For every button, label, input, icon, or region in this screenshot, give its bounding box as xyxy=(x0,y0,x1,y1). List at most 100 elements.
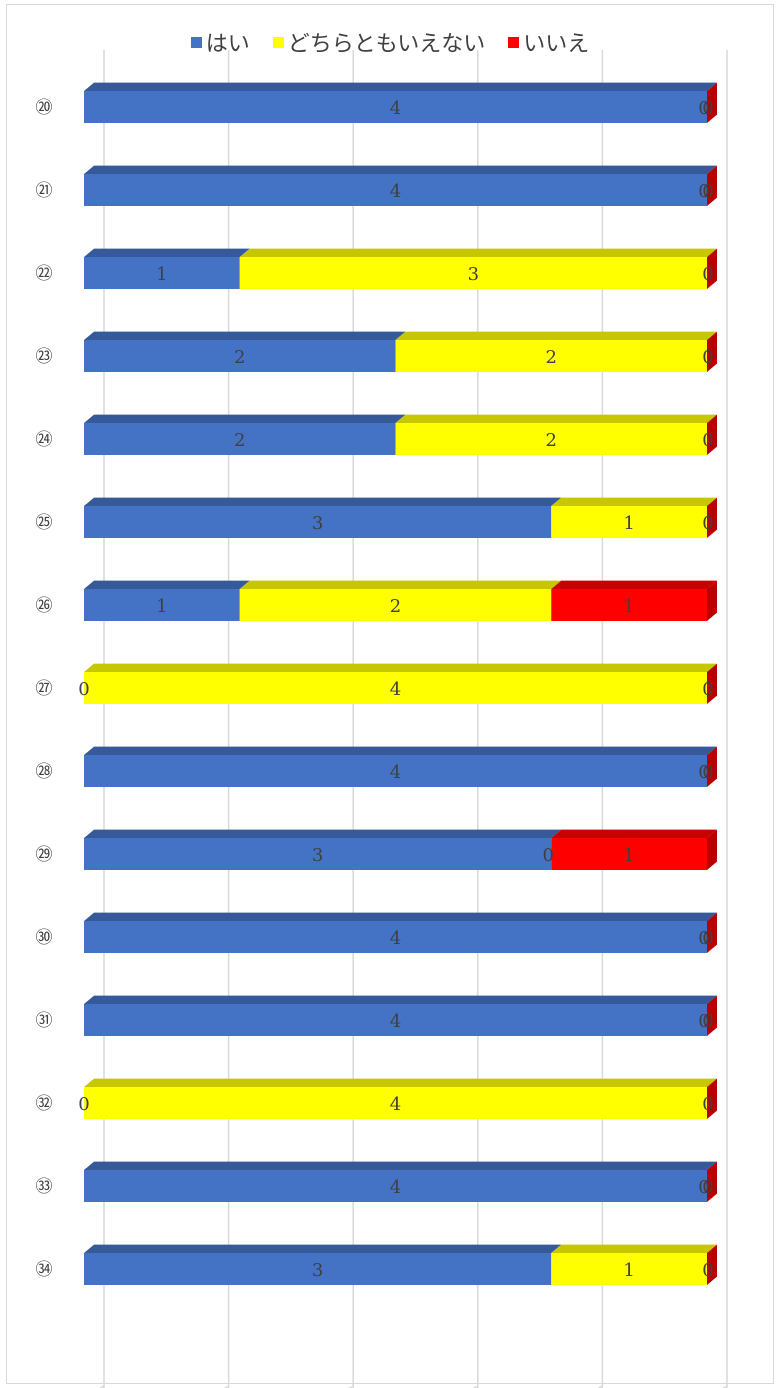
legend-swatch-yes xyxy=(190,36,202,48)
category-label: ㉞ xyxy=(36,1260,53,1280)
category-label: ㉔ xyxy=(36,430,53,450)
bar-segment xyxy=(84,423,396,455)
data-label: 1 xyxy=(623,596,634,617)
category-label: ㉘ xyxy=(36,762,53,782)
bar-segment-top xyxy=(84,248,250,257)
data-label: 2 xyxy=(234,347,245,368)
data-label: 3 xyxy=(312,1260,323,1281)
data-label: 4 xyxy=(390,181,401,202)
bar-end-cap xyxy=(707,497,717,538)
data-label: 1 xyxy=(623,513,634,534)
data-label: 0 xyxy=(702,513,713,534)
bar-segment xyxy=(84,838,552,870)
data-label: 1 xyxy=(156,596,167,617)
bar-segment-top xyxy=(84,829,562,838)
bar-segment xyxy=(551,1253,707,1285)
bar-segment-top xyxy=(84,82,717,91)
bar-segment xyxy=(239,257,707,289)
bar-segment xyxy=(395,423,707,455)
data-label: 1 xyxy=(623,1260,634,1281)
data-label: 0 xyxy=(78,679,89,700)
data-label: 2 xyxy=(546,347,557,368)
data-label: 0 xyxy=(698,98,709,119)
bar-segment xyxy=(84,1087,707,1119)
category-label: ㉕ xyxy=(36,513,53,533)
bar-segment xyxy=(84,755,707,787)
data-label: 2 xyxy=(390,596,401,617)
data-label: 4 xyxy=(390,679,401,700)
data-label: 3 xyxy=(468,264,479,285)
data-label: 4 xyxy=(390,1094,401,1115)
legend-item-neutral: どちらともいえない xyxy=(272,26,486,58)
bar-end-cap xyxy=(707,995,717,1036)
bar-segment xyxy=(84,1253,552,1285)
bar-segment xyxy=(239,589,552,621)
data-label: 3 xyxy=(312,845,323,866)
bar-end-cap xyxy=(707,1078,717,1119)
data-label: 0 xyxy=(698,1011,709,1032)
bar-segment xyxy=(84,506,552,538)
bar-end-cap xyxy=(707,248,717,289)
data-label: 0 xyxy=(702,347,713,368)
bar-segment-top xyxy=(551,1244,717,1253)
bar-segment-top xyxy=(84,912,717,921)
data-label: 2 xyxy=(546,430,557,451)
legend-item-no: いいえ xyxy=(508,26,589,58)
bar-segment-top xyxy=(84,414,406,423)
bar-segment-top xyxy=(84,663,717,672)
bar-end-cap xyxy=(707,663,717,704)
data-label: 0 xyxy=(702,928,713,949)
bar-segment xyxy=(84,174,707,206)
bar-segment xyxy=(84,340,396,372)
bar-segment-top xyxy=(84,497,562,506)
data-label: 0 xyxy=(698,928,709,949)
category-label: ㉚ xyxy=(36,928,53,948)
data-label: 0 xyxy=(702,1094,713,1115)
bar-segment-top xyxy=(84,331,406,340)
bar-segment-top xyxy=(84,1161,717,1170)
data-label: 4 xyxy=(390,1011,401,1032)
bar-segment-top xyxy=(84,1244,562,1253)
data-label: 0 xyxy=(702,679,713,700)
category-label: ㉑ xyxy=(36,181,53,201)
bar-end-cap xyxy=(707,746,717,787)
bar-end-cap xyxy=(707,1161,717,1202)
data-label: 0 xyxy=(702,1177,713,1198)
bar-end-cap xyxy=(707,912,717,953)
data-label: 0 xyxy=(543,845,554,866)
bar-segment-top xyxy=(84,1078,717,1087)
legend-swatch-neutral xyxy=(272,36,284,48)
bar-segment xyxy=(551,506,707,538)
category-label: ⑳ xyxy=(36,98,53,118)
category-label: ㉝ xyxy=(36,1177,53,1197)
bar-segment xyxy=(395,340,707,372)
category-label: ㉖ xyxy=(36,596,53,616)
category-label: ㉙ xyxy=(36,845,53,865)
bar-end-cap xyxy=(707,331,717,372)
category-label: ㉛ xyxy=(36,1011,53,1031)
legend-label-neutral: どちらともいえない xyxy=(287,32,486,57)
legend-item-yes: はい xyxy=(190,26,250,58)
category-label: ㉓ xyxy=(36,347,53,367)
category-label: ㉒ xyxy=(36,264,53,284)
data-label: 0 xyxy=(702,762,713,783)
bar-segment-top xyxy=(395,331,717,340)
bar-segment xyxy=(84,1170,707,1202)
bar-end-cap xyxy=(707,829,717,870)
legend-label-no: いいえ xyxy=(523,32,590,57)
data-label: 0 xyxy=(702,98,713,119)
data-label: 4 xyxy=(390,928,401,949)
bar-segment xyxy=(84,257,240,289)
data-label: 0 xyxy=(702,264,713,285)
data-label: 0 xyxy=(78,1094,89,1115)
bar-end-cap xyxy=(707,1244,717,1285)
bar-segment-top xyxy=(395,414,717,423)
bar-segment-top xyxy=(84,165,717,174)
data-label: 0 xyxy=(698,762,709,783)
bar-segment xyxy=(551,838,707,870)
data-label: 2 xyxy=(234,430,245,451)
data-label: 0 xyxy=(702,1011,713,1032)
bar-segment-top xyxy=(84,580,250,589)
data-label: 0 xyxy=(702,1260,713,1281)
